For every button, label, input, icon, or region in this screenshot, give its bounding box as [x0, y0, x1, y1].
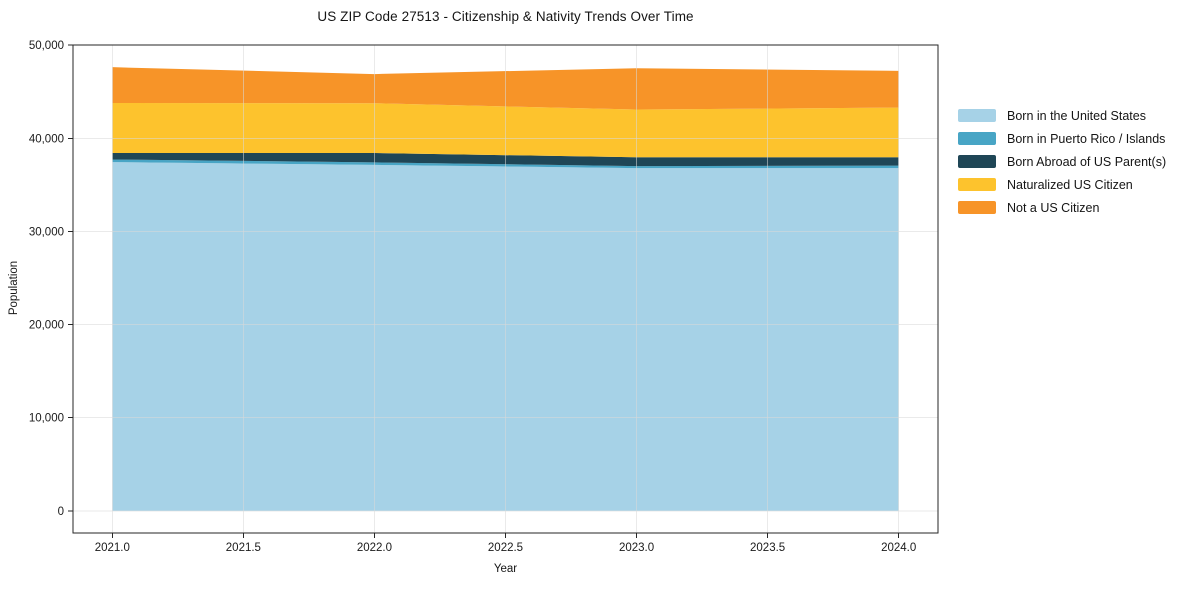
- x-tick-label: 2021.0: [95, 542, 130, 554]
- legend-label: Born in the United States: [1007, 108, 1146, 123]
- y-tick-label: 40,000: [29, 133, 64, 145]
- tick-labels: 2021.0 2021.5 2022.0 2022.5 2023.0 2023.5 2024…: [29, 40, 916, 554]
- x-tick-label: 2021.5: [226, 542, 261, 554]
- x-tick-label: 2022.0: [357, 542, 392, 554]
- legend-label: Born in Puerto Rico / Islands: [1007, 131, 1166, 146]
- legend-item: Born in the United States: [958, 104, 1166, 127]
- legend-swatch: [958, 155, 996, 168]
- area-series-1: [112, 159, 899, 169]
- x-axis-label: Year: [493, 563, 518, 575]
- y-tick-label: 10,000: [29, 413, 64, 425]
- legend-label: Born Abroad of US Parent(s): [1007, 154, 1167, 169]
- chart-title: US ZIP Code 27513 - Citizenship & Nativi…: [317, 9, 694, 24]
- legend-swatch: [958, 109, 996, 122]
- y-tick-label: 0: [58, 506, 64, 518]
- y-axis-label: Population: [8, 260, 20, 316]
- x-tick-label: 2023.0: [619, 542, 654, 554]
- legend-swatch: [958, 178, 996, 191]
- legend-label: Naturalized US Citizen: [1007, 177, 1133, 192]
- legend-label: Not a US Citizen: [1007, 200, 1100, 215]
- x-tick-label: 2023.5: [750, 542, 785, 554]
- legend-item: Not a US Citizen: [958, 196, 1166, 219]
- legend-item: Naturalized US Citizen: [958, 173, 1166, 196]
- legend-item: Born Abroad of US Parent(s): [958, 150, 1166, 173]
- y-tick-label: 20,000: [29, 320, 64, 332]
- legend-swatch: [958, 132, 996, 145]
- legend-item: Born in Puerto Rico / Islands: [958, 127, 1166, 150]
- y-tick-label: 50,000: [29, 40, 64, 52]
- y-tick-label: 30,000: [29, 226, 64, 238]
- x-tick-label: 2024.0: [881, 542, 916, 554]
- legend-swatch: [958, 201, 996, 214]
- x-tick-label: 2022.5: [488, 542, 523, 554]
- legend: Born in the United States Born in Puerto …: [958, 104, 1166, 219]
- tick-marks: [68, 44, 900, 538]
